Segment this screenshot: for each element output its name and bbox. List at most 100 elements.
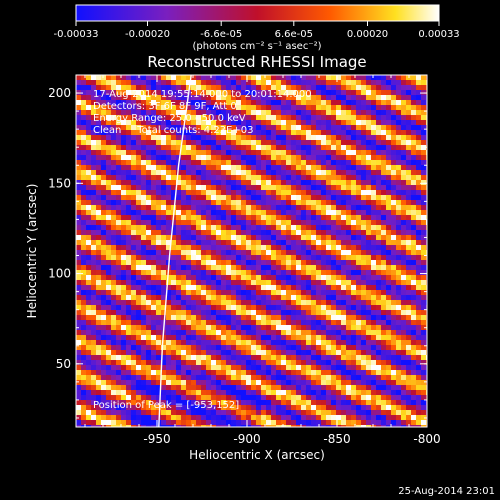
heatmap-cell <box>106 140 111 145</box>
heatmap-cell <box>101 235 106 240</box>
heatmap-cell <box>281 345 286 350</box>
heatmap-cell <box>361 235 366 240</box>
heatmap-cell <box>146 320 151 325</box>
heatmap-cell <box>96 220 101 225</box>
heatmap-cell <box>416 240 421 245</box>
heatmap-cell <box>111 360 116 365</box>
heatmap-cell <box>346 110 351 115</box>
heatmap-cell <box>76 385 81 390</box>
heatmap-cell <box>246 225 251 230</box>
heatmap-cell <box>181 205 186 210</box>
heatmap-cell <box>366 195 371 200</box>
heatmap-cell <box>181 200 186 205</box>
heatmap-cell <box>121 310 126 315</box>
heatmap-cell <box>356 130 361 135</box>
heatmap-cell <box>111 195 116 200</box>
heatmap-cell <box>406 190 411 195</box>
heatmap-cell <box>301 90 306 95</box>
heatmap-cell <box>176 400 181 405</box>
heatmap-cell <box>406 380 411 385</box>
heatmap-cell <box>196 405 201 410</box>
heatmap-cell <box>136 310 141 315</box>
heatmap-cell <box>106 280 111 285</box>
heatmap-cell <box>291 315 296 320</box>
heatmap-cell <box>386 115 391 120</box>
heatmap-cell <box>321 375 326 380</box>
heatmap-cell <box>351 360 356 365</box>
heatmap-cell <box>381 325 386 330</box>
heatmap-cell <box>181 260 186 265</box>
heatmap-cell <box>296 285 301 290</box>
heatmap-cell <box>76 305 81 310</box>
heatmap-cell <box>116 140 121 145</box>
heatmap-cell <box>216 410 221 415</box>
heatmap-cell <box>191 90 196 95</box>
heatmap-cell <box>296 345 301 350</box>
heatmap-cell <box>421 80 426 85</box>
heatmap-cell <box>336 250 341 255</box>
heatmap-cell <box>221 265 226 270</box>
heatmap-cell <box>76 250 81 255</box>
heatmap-cell <box>221 80 226 85</box>
heatmap-cell <box>396 265 401 270</box>
colorbar <box>75 4 440 22</box>
heatmap-cell <box>141 155 146 160</box>
heatmap-cell <box>266 90 271 95</box>
heatmap-cell <box>406 240 411 245</box>
heatmap-cell <box>331 200 336 205</box>
heatmap-cell <box>391 190 396 195</box>
heatmap-cell <box>411 250 416 255</box>
heatmap-cell <box>366 330 371 335</box>
heatmap-cell <box>266 185 271 190</box>
heatmap-cell <box>106 235 111 240</box>
heatmap-cell <box>131 420 136 425</box>
heatmap-cell <box>111 400 116 405</box>
heatmap-cell <box>376 365 381 370</box>
heatmap-cell <box>281 370 286 375</box>
heatmap-cell <box>376 200 381 205</box>
heatmap <box>76 75 427 427</box>
heatmap-cell <box>186 365 191 370</box>
heatmap-cell <box>246 80 251 85</box>
heatmap-cell <box>371 105 376 110</box>
heatmap-cell <box>301 390 306 395</box>
heatmap-cell <box>406 195 411 200</box>
heatmap-cell <box>106 215 111 220</box>
heatmap-cell <box>221 210 226 215</box>
heatmap-cell <box>316 205 321 210</box>
heatmap-cell <box>261 185 266 190</box>
heatmap-cell <box>221 105 226 110</box>
heatmap-cell <box>321 180 326 185</box>
heatmap-cell <box>106 80 111 85</box>
heatmap-cell <box>196 350 201 355</box>
heatmap-cell <box>291 245 296 250</box>
heatmap-cell <box>126 90 131 95</box>
heatmap-cell <box>161 210 166 215</box>
heatmap-cell <box>96 295 101 300</box>
heatmap-cell <box>311 115 316 120</box>
heatmap-cell <box>351 80 356 85</box>
heatmap-cell <box>216 165 221 170</box>
heatmap-cell <box>191 410 196 415</box>
heatmap-cell <box>131 265 136 270</box>
heatmap-cell <box>191 215 196 220</box>
heatmap-cell <box>411 230 416 235</box>
heatmap-cell <box>386 375 391 380</box>
heatmap-cell <box>171 115 176 120</box>
heatmap-cell <box>181 405 186 410</box>
heatmap-cell <box>416 250 421 255</box>
heatmap-cell <box>266 100 271 105</box>
heatmap-cell <box>321 155 326 160</box>
heatmap-cell <box>171 160 176 165</box>
heatmap-cell <box>366 150 371 155</box>
heatmap-cell <box>96 260 101 265</box>
heatmap-cell <box>106 265 111 270</box>
heatmap-cell <box>321 390 326 395</box>
heatmap-cell <box>256 400 261 405</box>
heatmap-cell <box>151 150 156 155</box>
heatmap-cell <box>321 335 326 340</box>
heatmap-cell <box>96 125 101 130</box>
heatmap-cell <box>281 175 286 180</box>
heatmap-cell <box>81 285 86 290</box>
heatmap-cell <box>271 390 276 395</box>
